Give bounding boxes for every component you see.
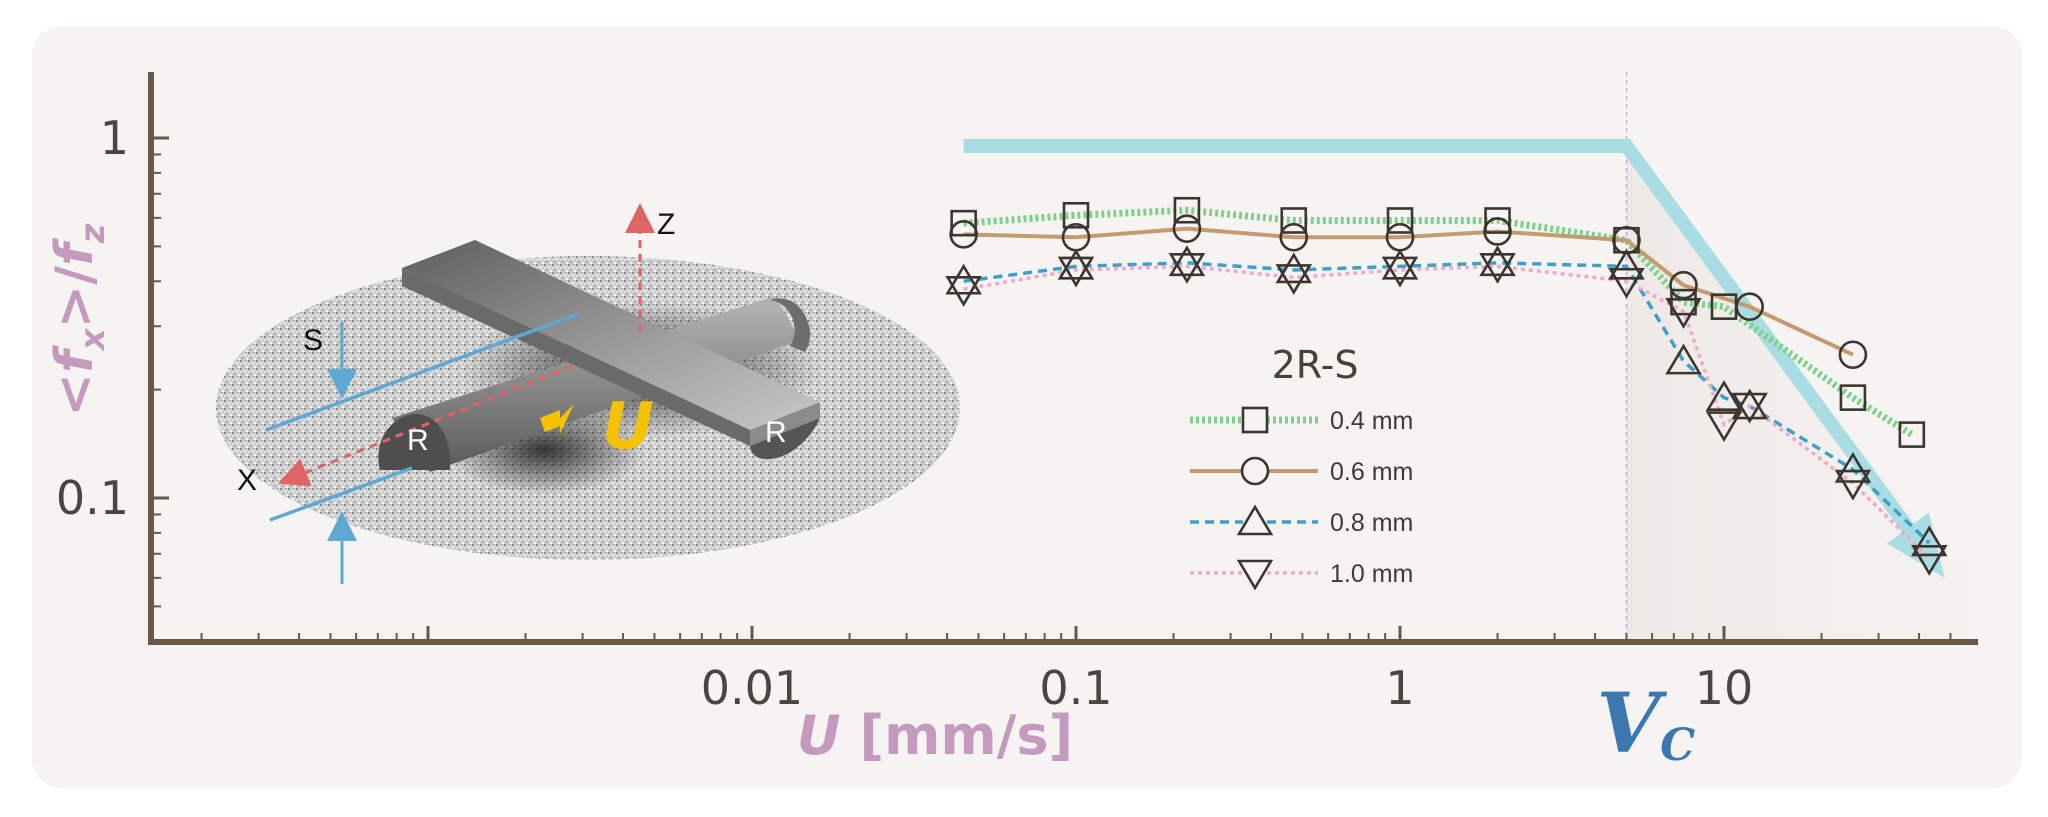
data-point-triangle-down bbox=[1910, 544, 1948, 576]
x-tick-label: 0.1 bbox=[1039, 661, 1112, 715]
x-minor-ticks bbox=[200, 633, 1952, 642]
y-tick-label: 1 bbox=[100, 111, 129, 165]
data-point-square bbox=[1484, 207, 1511, 234]
data-point-triangle-down bbox=[945, 275, 982, 307]
z-axis-label: Z bbox=[657, 208, 675, 241]
legend-item: 1.0 mm bbox=[1190, 559, 1413, 591]
legend-label: 0.8 mm bbox=[1330, 509, 1413, 537]
data-point-triangle-up bbox=[1705, 380, 1743, 411]
x-axis-label-inset: X bbox=[237, 464, 257, 497]
data-point-triangle-down bbox=[1705, 411, 1743, 443]
legend-item: 0.4 mm bbox=[1190, 406, 1413, 435]
series-line bbox=[963, 261, 1931, 545]
axes: 0.01 0.1 1 10 10.1 bbox=[56, 72, 1978, 715]
data-point-triangle-down bbox=[1275, 264, 1313, 295]
data-point-square bbox=[1280, 207, 1308, 234]
inset-illustration: Z X S R R U bbox=[216, 203, 960, 584]
gap-guide-top bbox=[265, 312, 579, 432]
data-point-square bbox=[1062, 201, 1090, 229]
legend-title: 2R-S bbox=[1272, 343, 1359, 387]
data-point-triangle-up bbox=[1479, 245, 1516, 277]
radius-label-right: R bbox=[765, 416, 787, 449]
y-minor-ticks bbox=[151, 153, 161, 608]
rectangular-rod bbox=[402, 240, 820, 460]
gap-label: S bbox=[303, 324, 323, 357]
data-point-triangle-up bbox=[1731, 388, 1768, 420]
trend-guide-line bbox=[963, 139, 1927, 550]
series-square bbox=[963, 206, 1914, 438]
legend-marker-triangle-down bbox=[1236, 559, 1274, 591]
data-point-circle bbox=[949, 220, 978, 249]
data-point-triangle-up bbox=[1168, 245, 1206, 277]
data-point-triangle-up bbox=[945, 263, 982, 295]
data-point-square bbox=[1898, 421, 1926, 448]
data-point-triangle-down bbox=[1665, 298, 1702, 329]
series-markers-triangle-up bbox=[945, 245, 1948, 557]
legend-item: 0.6 mm bbox=[1190, 456, 1413, 486]
data-point-triangle-up bbox=[1608, 248, 1645, 280]
x-tick-label: 1 bbox=[1385, 661, 1414, 715]
data-point-circle bbox=[1483, 217, 1512, 246]
legend-item: 0.8 mm bbox=[1190, 504, 1413, 537]
x-tick-label: 10 bbox=[1695, 661, 1754, 715]
data-point-triangle-down bbox=[1731, 392, 1768, 424]
data-point-triangle-up bbox=[1057, 248, 1095, 280]
data-point-triangle-down bbox=[1608, 267, 1645, 299]
data-point-square bbox=[1670, 288, 1697, 316]
legend-label: 1.0 mm bbox=[1330, 560, 1413, 588]
data-point-square bbox=[1173, 196, 1201, 224]
motion-label: U bbox=[602, 390, 654, 464]
legend-label: 0.4 mm bbox=[1330, 407, 1413, 435]
legend: 2R-S 0.4 mm 0.6 mm 0.8 mm 1.0 mm bbox=[1190, 343, 1413, 591]
motion-arrow bbox=[540, 404, 574, 434]
legend-marker-square bbox=[1241, 406, 1269, 434]
critical-velocity-label: VC bbox=[1596, 676, 1695, 772]
data-point-triangle-up bbox=[1910, 525, 1948, 557]
data-point-triangle-down bbox=[1168, 253, 1206, 284]
data-point-circle bbox=[1172, 214, 1202, 243]
data-point-circle bbox=[1279, 222, 1309, 252]
data-point-square bbox=[1839, 384, 1867, 411]
data-point-square bbox=[1386, 207, 1414, 234]
y-tick-label: 0.1 bbox=[56, 471, 129, 525]
legend-marker-triangle-up bbox=[1236, 504, 1274, 536]
y-major-ticks: 10.1 bbox=[56, 111, 169, 525]
data-point-triangle-up bbox=[1834, 451, 1872, 483]
data-point-triangle-up bbox=[1381, 248, 1419, 280]
data-point-triangle-down bbox=[1834, 469, 1872, 501]
data-point-triangle-up bbox=[1275, 252, 1313, 284]
half-round-rod bbox=[378, 296, 811, 472]
x-tick-label: 0.01 bbox=[701, 661, 803, 715]
series-line bbox=[963, 206, 1914, 438]
legend-marker-circle bbox=[1240, 456, 1270, 486]
data-point-triangle-down bbox=[1057, 256, 1095, 288]
radius-label-left: R bbox=[407, 424, 429, 457]
data-point-triangle-down bbox=[1381, 256, 1419, 288]
y-axis-label: <fx>/fz bbox=[45, 223, 113, 416]
data-point-circle bbox=[1735, 292, 1764, 321]
gap-guide-bottom bbox=[269, 466, 413, 522]
series-triangle-up bbox=[963, 261, 1931, 545]
data-series bbox=[945, 196, 1948, 576]
series-markers-triangle-down bbox=[945, 253, 1948, 576]
data-point-circle bbox=[1838, 340, 1868, 370]
x-major-ticks: 0.01 0.1 1 10 bbox=[426, 626, 1754, 715]
data-point-square bbox=[950, 209, 977, 237]
legend-label: 0.6 mm bbox=[1330, 458, 1413, 486]
data-point-triangle-up bbox=[1665, 343, 1702, 375]
x-axis-label: U [mm/s] bbox=[797, 704, 1073, 767]
data-point-triangle-down bbox=[1479, 253, 1516, 284]
